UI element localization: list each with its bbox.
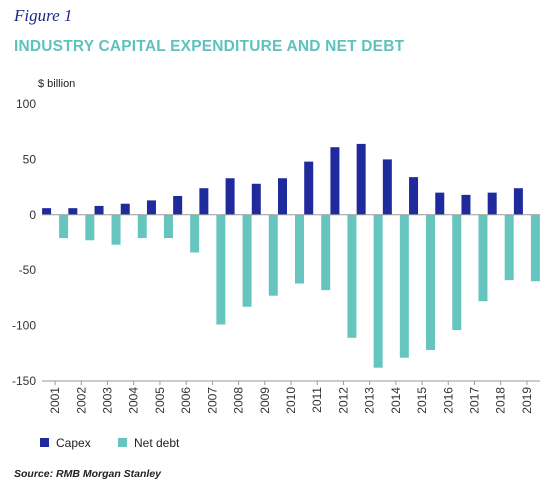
x-tick-label: 2013 [363,387,377,414]
x-tick-label: 2015 [415,387,429,414]
capex-bar [225,178,235,215]
net-debt-bar [347,214,357,338]
x-tick-label: 2010 [284,387,298,414]
x-tick-label: 2004 [127,387,141,414]
legend-swatch-net-debt [118,438,127,447]
net-debt-bar [321,214,331,291]
y-tick-label: -100 [12,319,36,333]
net-debt-bar [295,214,304,284]
capex-bar [330,147,340,215]
capex-bar [409,177,419,215]
capex-bar [356,143,366,215]
net-debt-bar [190,214,200,253]
capex-bar [461,194,471,215]
net-debt-bar [111,214,121,245]
x-axis: 2001 2002 2003 2004 2005 2006 2007 2008 2009 2010… [48,381,534,414]
x-tick-label: 2011 [310,387,324,413]
y-tick-label: -150 [12,374,36,388]
capex-bar [173,195,183,215]
capex-bar [487,192,497,215]
x-tick-label: 2002 [74,387,88,414]
legend: Capex Net debt [40,436,180,450]
capex-bar [146,200,156,215]
capex-bar [435,192,445,215]
legend-label-capex: Capex [56,436,91,450]
x-tick-label: 2012 [336,387,350,414]
x-tick-label: 2006 [179,387,193,414]
figure-label: Figure 1 [14,6,73,25]
net-debt-bar [216,214,226,325]
capex-bar [120,203,130,215]
capex-bar [304,161,314,215]
capex-bar [513,188,523,215]
x-tick-label: 2019 [520,387,534,414]
net-debt-bar [163,214,173,239]
capex-bar [382,159,392,215]
net-debt-bar [504,214,514,281]
plot-area [42,143,540,368]
x-tick-label: 2003 [101,387,115,414]
net-debt-bar [452,214,462,331]
x-tick-label: 2016 [441,387,455,414]
legend-swatch-capex [40,438,49,447]
y-axis-unit-label: $ billion [38,78,75,90]
net-debt-bar [85,214,95,241]
net-debt-bar [478,214,488,302]
capex-bar [68,208,78,215]
capex-bar [278,178,287,215]
y-tick-label: 100 [16,97,36,111]
net-debt-bar [399,214,409,358]
y-tick-label: -50 [19,263,37,277]
net-debt-bar [426,214,436,350]
x-tick-label: 2007 [205,387,219,414]
source-note: Source: RMB Morgan Stanley [14,468,162,480]
capex-bar [42,208,52,215]
capex-bar [94,205,104,215]
x-tick-label: 2008 [232,387,246,414]
y-tick-label: 50 [23,152,37,166]
y-axis: 100 50 0 -50 -100 -150 [12,97,36,388]
x-tick-label: 2017 [467,387,481,414]
y-tick-label: 0 [29,208,36,222]
capex-bar [251,183,261,215]
net-debt-bar [373,214,383,368]
x-tick-label: 2005 [153,387,167,414]
net-debt-bar [137,214,147,239]
net-debt-bar [242,214,252,307]
net-debt-bar [268,214,278,296]
x-tick-label: 2001 [48,387,62,414]
x-tick-label: 2009 [258,387,272,414]
net-debt-bar [59,214,69,239]
chart-title: INDUSTRY CAPITAL EXPENDITURE AND NET DEB… [14,38,405,55]
capex-bar [199,188,209,215]
net-debt-bar [530,214,540,282]
legend-label-net-debt: Net debt [134,436,180,450]
x-tick-label: 2014 [389,387,403,414]
x-tick-label: 2018 [494,387,508,414]
